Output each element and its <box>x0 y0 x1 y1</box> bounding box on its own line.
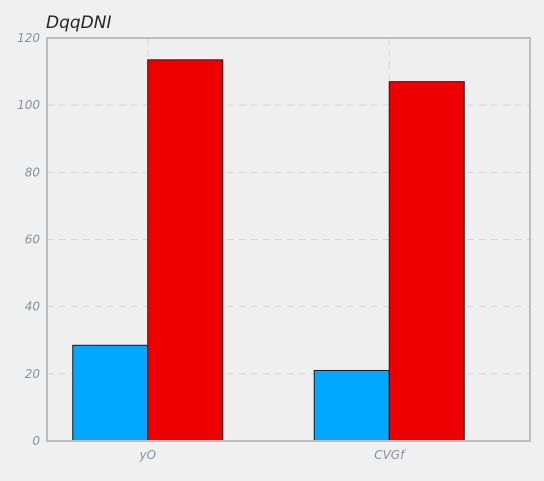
y-tick-label: 80 <box>25 165 41 179</box>
x-tick-label: CVGf <box>374 448 406 462</box>
y-tick-label: 0 <box>32 434 40 448</box>
y-tick-label: 100 <box>17 98 40 112</box>
bar-1-CVGf <box>313 369 390 442</box>
bars <box>72 59 465 442</box>
y-axis-ticks: 0 20 40 60 80 100 120 <box>17 31 40 448</box>
bar-2-yO <box>147 59 224 442</box>
y-tick-label: 20 <box>25 367 41 381</box>
x-tick-label: yO <box>138 448 156 462</box>
plot-border <box>46 37 531 442</box>
x-axis-ticks: yO CVGf <box>138 448 406 462</box>
bar-1-yO <box>72 344 149 442</box>
bar-2-CVGf <box>388 81 465 442</box>
y-tick-label: 60 <box>25 233 41 247</box>
chart-title: DqqDNI <box>46 13 112 33</box>
y-tick-label: 120 <box>17 31 40 45</box>
y-tick-label: 40 <box>25 300 41 314</box>
